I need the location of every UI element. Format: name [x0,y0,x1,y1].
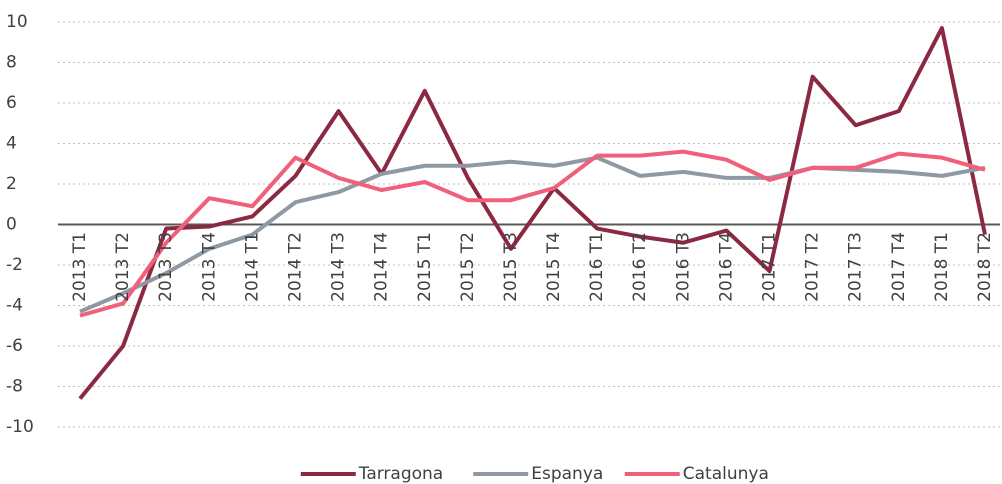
x-tick-label: 2016 T3 [673,232,693,302]
y-tick-label: 8 [6,53,17,73]
x-tick-label: 2016 T2 [630,232,650,302]
y-tick-label: -8 [6,377,23,397]
y-tick-label: -6 [6,336,23,356]
x-tick-label: 2013 T2 [113,232,133,302]
y-tick-label: 6 [6,93,17,113]
x-tick-label: 2017 T4 [889,232,909,302]
x-tick-label: 2017 T1 [760,232,780,302]
x-tick-label: 2015 T2 [458,232,478,302]
x-tick-label: 2014 T1 [242,232,262,302]
x-tick-label: 2014 T3 [329,232,349,302]
y-tick-label: -10 [6,417,34,437]
x-tick-label: 2017 T2 [803,232,823,302]
legend-label: Tarragona [358,464,443,484]
y-tick-label: 4 [6,134,17,154]
x-tick-label: 2015 T3 [501,232,521,302]
x-tick-label: 2013 T4 [199,232,219,302]
y-tick-label: -2 [6,255,23,275]
series-line [79,149,986,318]
x-tick-label: 2016 T1 [587,232,607,302]
x-tick-label: 2015 T4 [544,232,564,302]
y-tick-label: 2 [6,174,17,194]
legend-label: Catalunya [683,464,769,484]
x-tick-label: 2018 T2 [975,232,995,302]
y-tick-label: -4 [6,296,23,316]
x-tick-label: 2016 T4 [716,232,736,302]
x-tick-label: 2018 T1 [932,232,952,302]
y-tick-label: 0 [6,215,17,235]
x-tick-label: 2014 T4 [372,232,392,302]
x-tick-label: 2015 T1 [415,232,435,302]
series-line [78,26,987,400]
y-tick-label: 10 [6,12,28,32]
x-tick-label: 2014 T2 [285,232,305,302]
legend-label: Espanya [531,464,603,484]
x-tick-label: 2017 T3 [846,232,866,302]
x-tick-label: 2013 T3 [156,232,176,302]
x-tick-label: 2013 T1 [70,232,90,302]
